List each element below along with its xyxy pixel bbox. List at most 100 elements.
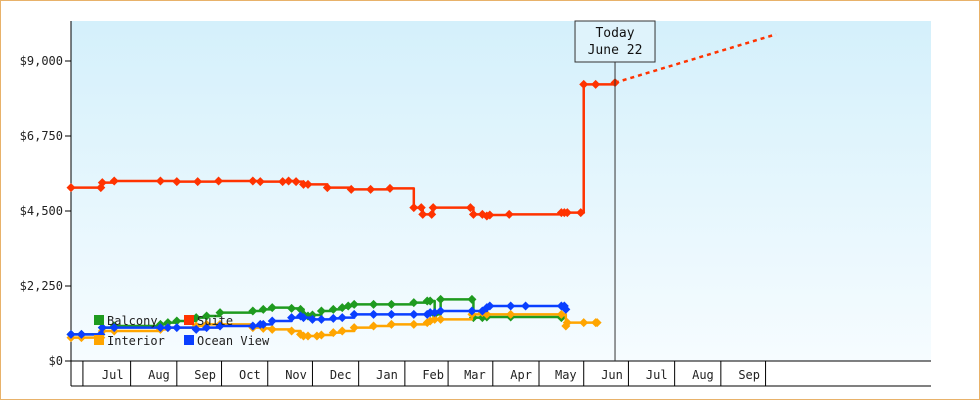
y-tick-label: $9,000 xyxy=(20,54,63,68)
data-point-ocean-view xyxy=(307,314,317,324)
legend-label-ocean-view: Ocean View xyxy=(197,334,270,348)
data-point-ocean-view xyxy=(76,329,86,339)
data-point-suite xyxy=(366,184,376,194)
data-point-ocean-view xyxy=(109,323,119,333)
data-point-suite xyxy=(346,184,356,194)
y-tick-label: $2,250 xyxy=(20,279,63,293)
data-point-ocean-view xyxy=(299,313,309,323)
data-point-suite xyxy=(155,176,165,186)
data-point-balcony xyxy=(287,303,297,313)
today-callout-date: June 22 xyxy=(588,43,643,58)
data-point-suite xyxy=(193,177,203,187)
data-point-suite xyxy=(278,177,288,187)
data-point-balcony xyxy=(267,303,277,313)
data-point-ocean-view xyxy=(155,323,165,333)
data-point-interior xyxy=(386,319,396,329)
x-tick-label: Jan xyxy=(376,368,398,382)
data-point-ocean-view xyxy=(467,306,477,316)
data-point-ocean-view xyxy=(258,319,268,329)
x-tick-label: Jun xyxy=(601,368,623,382)
data-point-balcony xyxy=(436,294,446,304)
data-point-ocean-view xyxy=(66,329,76,339)
data-point-ocean-view xyxy=(97,323,107,333)
data-point-suite xyxy=(214,176,224,186)
data-point-suite xyxy=(322,183,332,193)
x-tick-label: May xyxy=(555,368,577,382)
y-tick-label: $6,750 xyxy=(20,129,63,143)
data-point-suite xyxy=(576,208,586,218)
legend-swatch-suite xyxy=(184,315,194,325)
data-point-suite xyxy=(409,203,419,213)
legend-swatch-balcony xyxy=(94,315,104,325)
today-callout-box xyxy=(574,20,656,63)
data-point-ocean-view xyxy=(163,323,173,333)
data-point-suite xyxy=(427,209,437,219)
data-point-interior xyxy=(430,314,440,324)
data-point-ocean-view xyxy=(202,323,212,333)
data-point-suite xyxy=(284,176,294,186)
data-point-balcony xyxy=(349,299,359,309)
data-point-ocean-view xyxy=(337,313,347,323)
data-point-suite xyxy=(428,203,438,213)
data-point-suite xyxy=(255,177,265,187)
x-tick-label: Oct xyxy=(239,368,261,382)
data-point-interior xyxy=(556,309,566,319)
plot-background xyxy=(71,21,931,361)
x-tick-label: Dec xyxy=(330,368,352,382)
legend-swatch-interior xyxy=(94,335,104,345)
data-point-ocean-view xyxy=(485,301,495,311)
data-point-interior xyxy=(287,326,297,336)
data-point-ocean-view xyxy=(316,314,326,324)
data-point-ocean-view xyxy=(409,309,419,319)
data-point-ocean-view xyxy=(521,301,531,311)
data-point-balcony xyxy=(369,299,379,309)
data-point-interior xyxy=(349,323,359,333)
data-point-ocean-view xyxy=(215,321,225,331)
data-point-ocean-view xyxy=(349,309,359,319)
data-point-suite xyxy=(485,210,495,220)
legend-swatch-ocean-view xyxy=(184,335,194,345)
data-point-balcony xyxy=(386,299,396,309)
data-point-suite xyxy=(591,79,601,89)
data-point-suite xyxy=(504,209,514,219)
data-point-interior xyxy=(267,324,277,334)
data-point-ocean-view xyxy=(328,313,338,323)
x-tick-label: Nov xyxy=(285,368,307,382)
data-point-balcony xyxy=(258,304,268,314)
y-tick-label: $0 xyxy=(49,354,63,368)
data-point-ocean-view xyxy=(506,301,516,311)
data-point-ocean-view xyxy=(436,306,446,316)
data-point-balcony xyxy=(328,304,338,314)
data-point-balcony xyxy=(172,316,182,326)
data-point-ocean-view xyxy=(287,313,297,323)
data-point-suite xyxy=(385,183,395,193)
data-point-interior xyxy=(369,321,379,331)
data-point-balcony xyxy=(248,306,258,316)
data-point-interior xyxy=(436,314,446,324)
data-point-ocean-view xyxy=(248,321,258,331)
data-point-suite xyxy=(291,177,301,187)
today-callout-title: Today xyxy=(595,26,634,41)
data-point-ocean-view xyxy=(191,324,201,334)
data-point-ocean-view xyxy=(561,304,571,314)
data-point-balcony xyxy=(202,311,212,321)
data-point-ocean-view xyxy=(386,309,396,319)
data-point-suite xyxy=(97,178,107,188)
data-point-interior xyxy=(409,319,419,329)
x-tick-label: Mar xyxy=(464,368,486,382)
data-point-balcony xyxy=(425,296,435,306)
data-point-interior xyxy=(592,318,602,328)
data-point-suite xyxy=(109,176,119,186)
legend-label-suite: Suite xyxy=(197,314,233,328)
data-point-balcony xyxy=(163,318,173,328)
data-point-balcony xyxy=(467,294,477,304)
data-point-interior xyxy=(316,330,326,340)
y-tick-label: $4,500 xyxy=(20,204,63,218)
data-point-interior xyxy=(303,331,313,341)
x-tick-label: Apr xyxy=(510,368,532,382)
data-point-balcony xyxy=(215,308,225,318)
x-tick-label: Jul xyxy=(102,368,124,382)
data-point-interior xyxy=(506,309,516,319)
legend-label-balcony: Balcony xyxy=(107,314,158,328)
